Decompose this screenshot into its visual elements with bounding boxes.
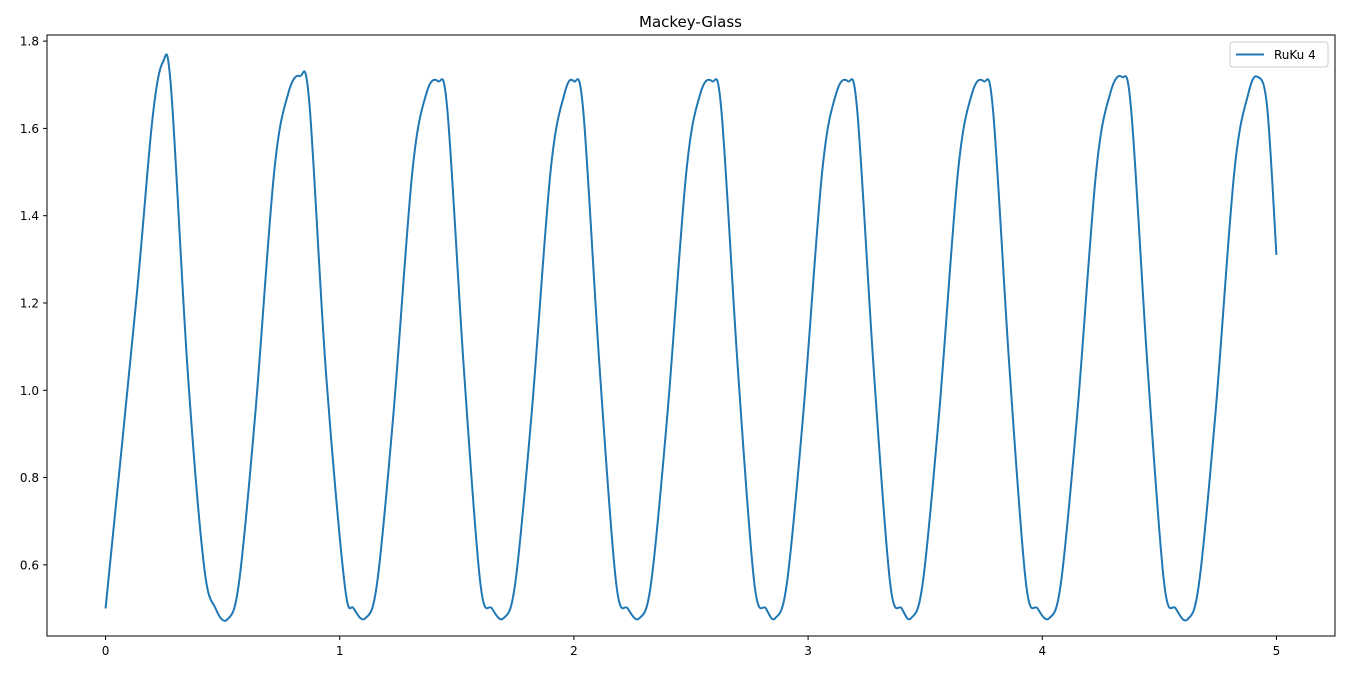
axes-background (47, 35, 1335, 636)
chart-title: Mackey-Glass (639, 13, 742, 31)
y-tick-label-0: 0.6 (20, 558, 39, 572)
series-layer (104, 53, 1278, 622)
y-tick-label-1: 0.8 (20, 471, 39, 485)
y-tick-label-4: 1.4 (20, 209, 39, 223)
series-line-0 (104, 53, 1278, 622)
axes-frame (46, 34, 1336, 637)
legend-label: RuKu 4 (1274, 48, 1316, 62)
y-tick-label-2: 1.0 (20, 384, 39, 398)
y-axis: 0.6 0.8 1.0 1.2 1.4 1.6 1.8 (20, 35, 47, 572)
y-tick-label-3: 1.2 (20, 296, 39, 310)
x-tick-label-3: 3 (804, 644, 812, 658)
y-tick-label-6: 1.8 (20, 35, 39, 49)
legend-box (1229, 41, 1329, 68)
x-tick-label-2: 2 (570, 644, 578, 658)
legend: RuKu 4 (1229, 41, 1329, 68)
x-tick-label-5: 5 (1273, 644, 1281, 658)
y-tick-label-5: 1.6 (20, 122, 39, 136)
plot-area (46, 34, 1336, 637)
x-tick-label-4: 4 (1038, 644, 1046, 658)
x-tick-label-1: 1 (336, 644, 344, 658)
x-axis: 0 1 2 3 4 5 (102, 636, 1281, 658)
x-tick-label-0: 0 (102, 644, 110, 658)
